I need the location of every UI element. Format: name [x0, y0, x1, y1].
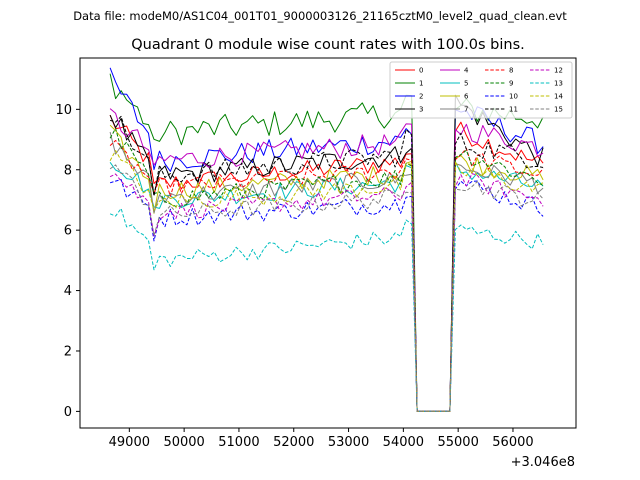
legend-label-12: 12 — [554, 67, 563, 75]
legend-label-11: 11 — [509, 106, 518, 114]
legend-label-14: 14 — [554, 93, 563, 101]
x-tick-label: 55000 — [437, 435, 478, 450]
legend-label-2: 2 — [419, 93, 423, 101]
data-file-supertitle: Data file: modeM0/AS1C04_001T01_90000031… — [73, 9, 567, 23]
y-tick-label: 0 — [64, 405, 72, 420]
x-tick-label: 53000 — [328, 435, 369, 450]
legend-label-3: 3 — [419, 106, 423, 114]
chart-title: Quadrant 0 module wise count rates with … — [131, 37, 525, 53]
series-11-line — [109, 115, 544, 412]
series-9-line — [109, 128, 544, 412]
legend-label-9: 9 — [509, 80, 513, 88]
series-5-line — [109, 161, 544, 412]
legend-label-8: 8 — [509, 67, 513, 75]
series-0-line — [109, 114, 544, 412]
x-tick-label: 51000 — [218, 435, 259, 450]
series-layer — [109, 67, 544, 412]
series-12-line — [109, 173, 544, 412]
legend-label-4: 4 — [464, 67, 469, 75]
x-tick-label: 56000 — [492, 435, 533, 450]
x-axis: 49000 50000 51000 52000 53000 54000 55000 56000 — [109, 428, 534, 450]
y-tick-label: 2 — [64, 344, 72, 359]
legend-label-13: 13 — [554, 80, 563, 88]
y-axis: 0 2 4 6 8 10 — [55, 103, 80, 420]
legend-label-5: 5 — [464, 80, 468, 88]
x-tick-label: 52000 — [273, 435, 314, 450]
series-13-line — [109, 208, 544, 412]
axes-frame — [79, 57, 577, 429]
y-tick-label: 4 — [64, 284, 72, 299]
legend-label-1: 1 — [419, 80, 423, 88]
series-10-line — [109, 179, 544, 412]
y-tick-label: 10 — [55, 103, 72, 118]
legend-label-0: 0 — [419, 67, 423, 75]
legend-label-7: 7 — [464, 106, 468, 114]
x-tick-label: 54000 — [383, 435, 424, 450]
x-tick-label: 50000 — [163, 435, 204, 450]
x-tick-label: 49000 — [109, 435, 150, 450]
legend-label-6: 6 — [464, 93, 469, 101]
x-offset-label: +3.046e8 — [511, 455, 575, 470]
legend-label-10: 10 — [509, 93, 518, 101]
y-tick-label: 6 — [64, 224, 72, 239]
legend-box — [389, 61, 573, 119]
series-4-line — [109, 108, 544, 412]
legend-label-15: 15 — [554, 106, 563, 114]
y-tick-label: 8 — [64, 163, 72, 178]
series-14-line — [109, 150, 544, 412]
